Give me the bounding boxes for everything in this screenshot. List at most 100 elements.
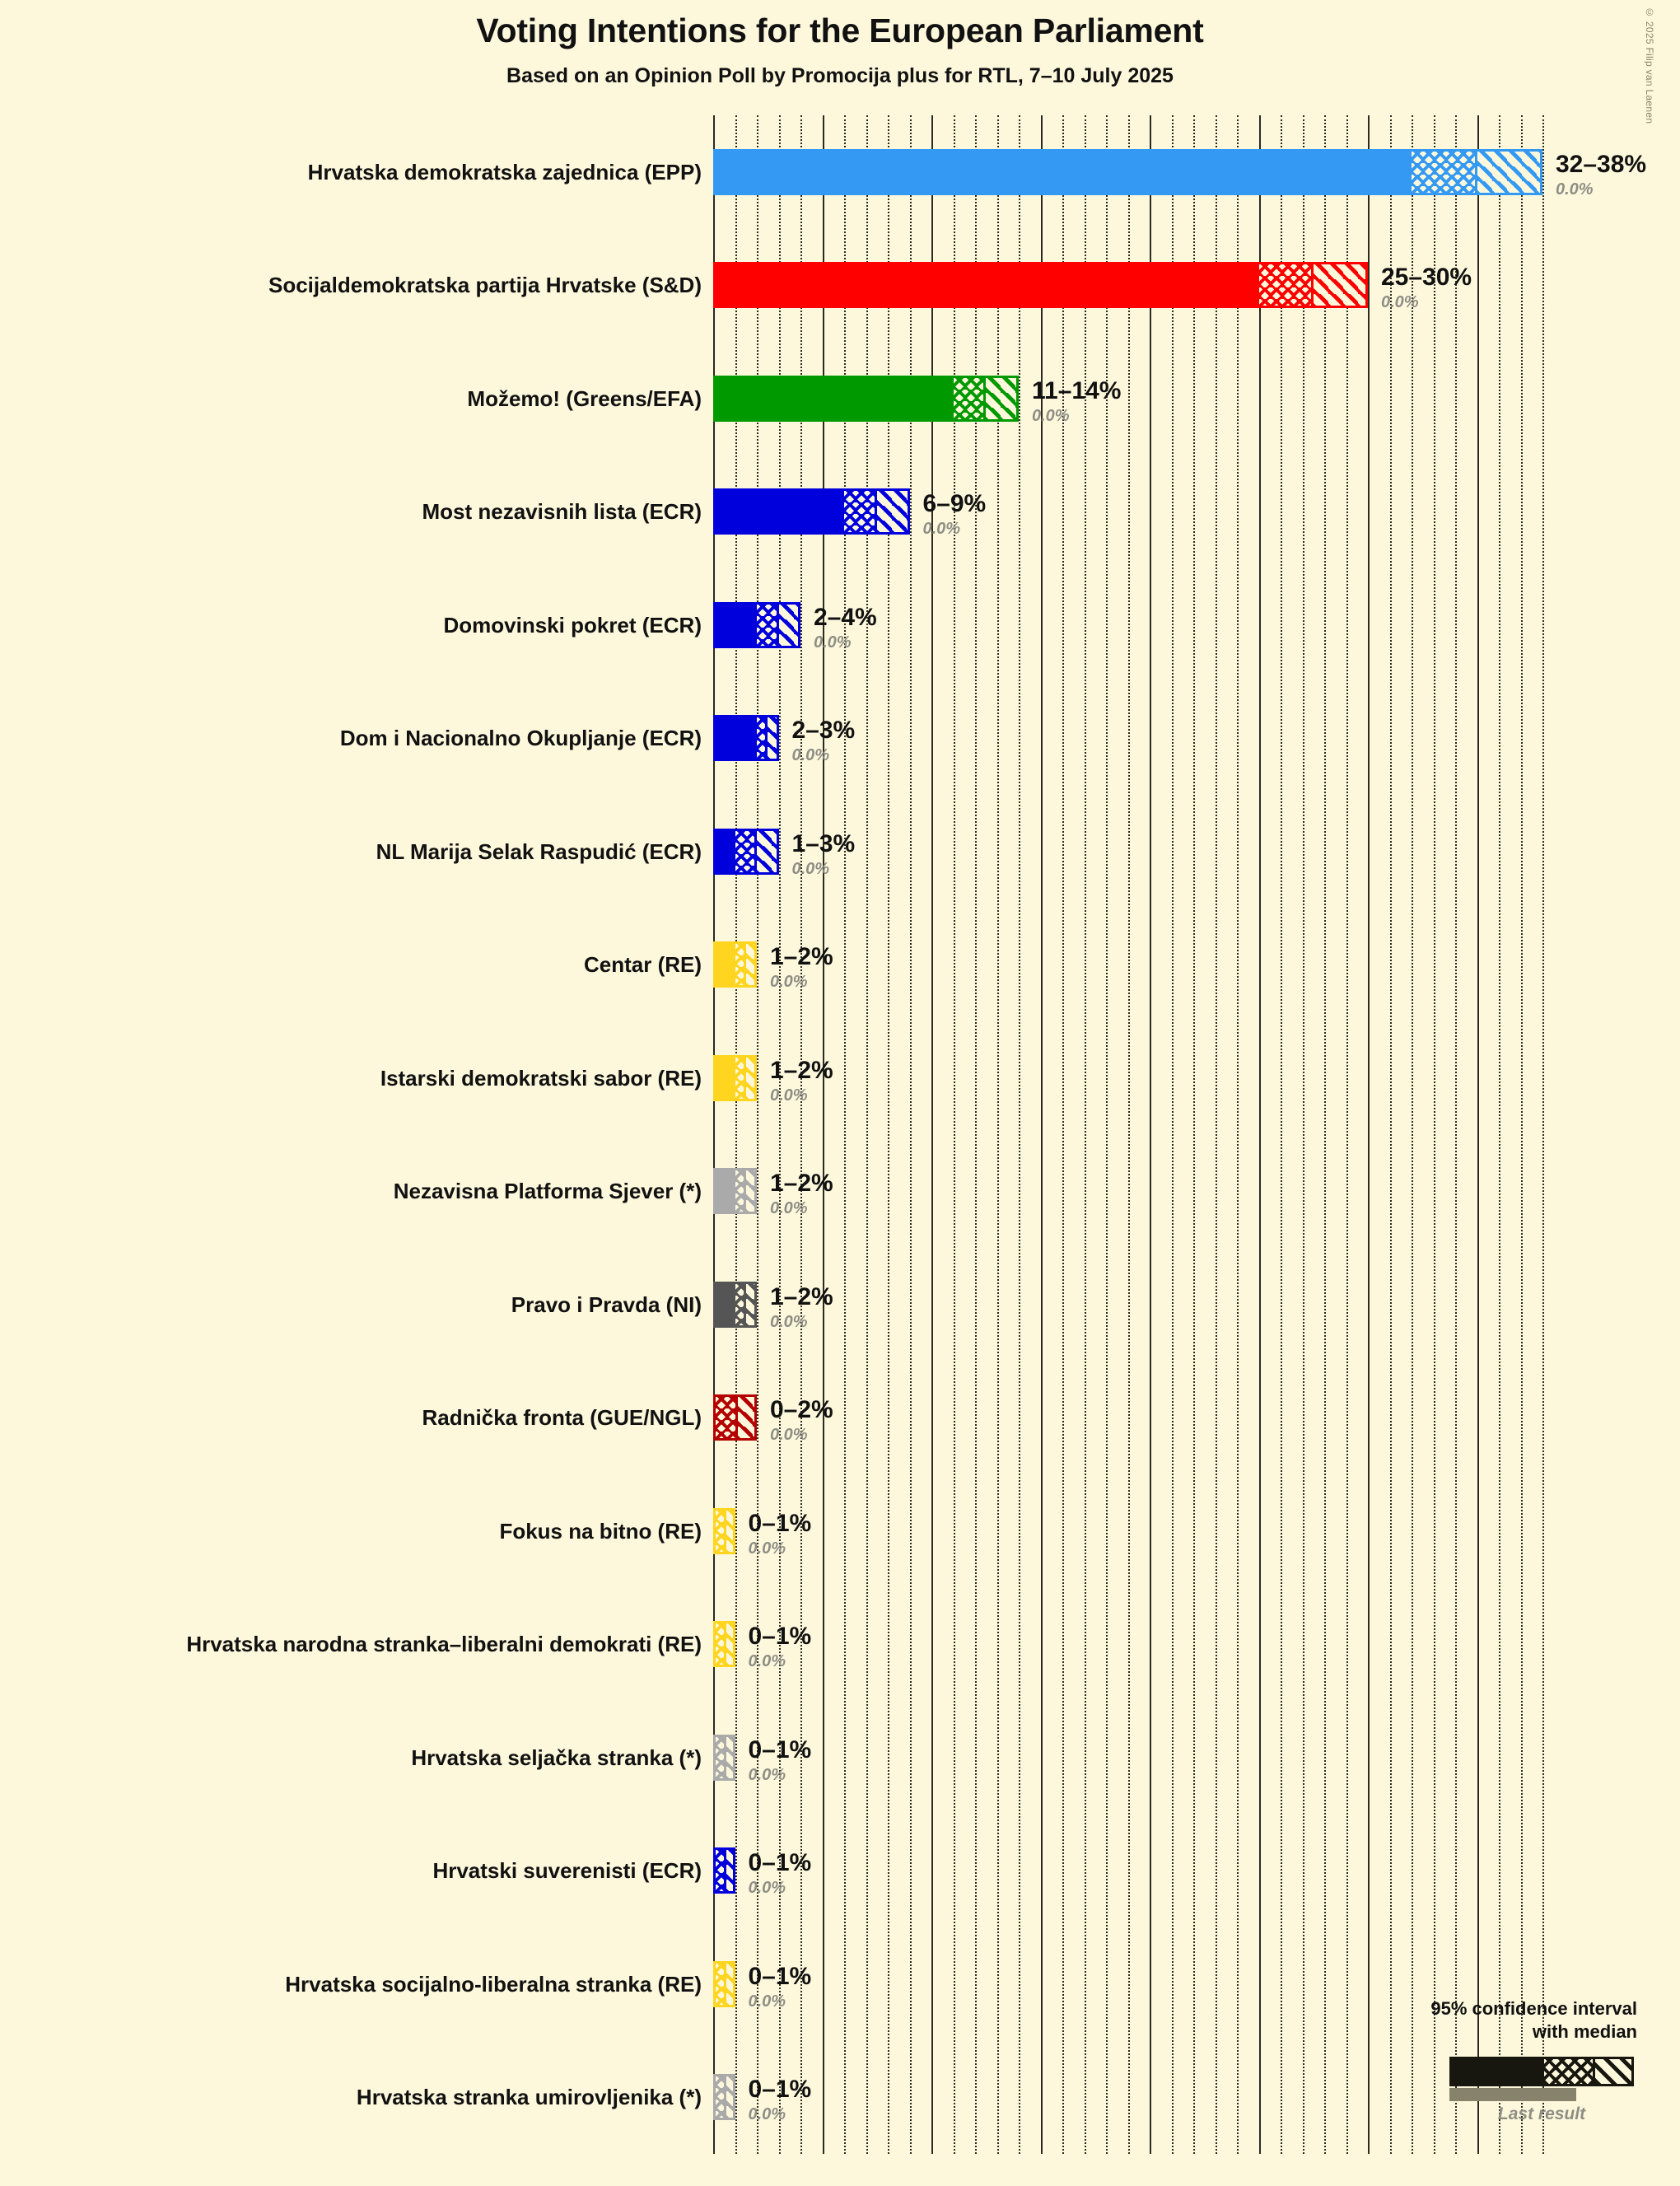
confidence-interval-bar [713,601,800,648]
confidence-interval-bar [713,1507,735,1554]
last-result-label: 0.0% [770,1312,808,1331]
legend: 95% confidence interval with median Last… [1301,1997,1647,2123]
bar-row: Fokus na bitno (RE) 0–1% 0.0% [0,1507,1680,1558]
confidence-interval-bar [713,1960,735,2007]
bar-row: Hrvatska stranka umirovljenika (*) 0–1% 0.… [0,2074,1680,2123]
bar-row: Hrvatski suverenisti (ECR) 0–1% 0.0% [0,1847,1680,1897]
bar-segment-upper [726,1510,733,1552]
last-result-label: 0.0% [922,520,961,539]
legend-median-segment [1544,2059,1595,2084]
value-label: 0–1% [748,1623,812,1651]
last-result-label: 0.0% [748,1992,786,2011]
party-label: Hrvatska socijalno-liberalna stranka (RE… [285,1971,702,1997]
bar-segment-upper [726,1623,733,1665]
bar-segment-upper [757,830,777,872]
bar-segment-upper [1477,151,1540,193]
bar-segment-upper [1313,264,1365,306]
bar-segment-upper [876,491,908,533]
confidence-interval-bar [713,262,1368,309]
value-label: 1–2% [770,1170,833,1198]
value-label: 32–38% [1556,150,1647,178]
value-label: 0–1% [748,1849,812,1877]
bar-segment-upper [768,717,777,759]
last-result-label: 0.0% [748,1879,786,1898]
value-label: 0–1% [748,1962,812,1990]
bar-row: Hrvatska narodna stranka–liberalni demok… [0,1621,1680,1670]
value-label: 0–1% [748,1509,812,1537]
bar-segment-median [735,1170,746,1212]
chart-subtitle: Based on an Opinion Poll by Promocija pl… [506,64,1174,87]
last-result-label: 0.0% [770,1426,808,1445]
bar-segment-upper [726,1736,733,1778]
bar-segment-lower [716,151,1412,193]
party-label: Fokus na bitno (RE) [499,1518,702,1544]
last-result-label: 0.0% [770,973,808,992]
bar-segment-median [953,377,987,419]
bar-row: Dom i Nacionalno Okupljanje (ECR) 2–3% 0.0… [0,715,1680,764]
bar-segment-lower [716,377,954,419]
confidence-interval-bar [713,941,757,988]
value-label: 1–2% [770,943,833,971]
bar-row: Domovinski pokret (ECR) 2–4% 0.0% [0,601,1680,652]
value-label: 11–14% [1032,376,1122,404]
value-label: 0–2% [770,1396,833,1424]
value-axis [713,115,715,2154]
value-label: 25–30% [1381,264,1472,292]
value-label: 1–2% [770,1056,833,1084]
bar-segment-upper [745,1283,754,1325]
bar-segment-median [716,1397,738,1439]
party-label: Hrvatska narodna stranka–liberalni demok… [186,1632,702,1657]
bar-segment-lower [716,264,1259,306]
party-label: Istarski demokratski sabor (RE) [380,1065,702,1091]
value-label: 6–9% [922,490,987,518]
last-result-label: 0.0% [791,746,830,765]
last-result-label: 0.0% [770,1199,808,1218]
party-label: Centar (RE) [583,952,702,978]
last-result-label: 0.0% [791,859,830,878]
confidence-interval-bar [713,1621,735,1668]
party-label: Hrvatska seljačka stranka (*) [411,1745,702,1770]
party-label: Hrvatska demokratska zajednica (EPP) [307,159,702,185]
last-result-label: 0.0% [1381,293,1419,312]
bar-segment-median [716,1850,727,1892]
party-label: Hrvatski suverenisti (ECR) [432,1858,702,1884]
bar-row: Hrvatska demokratska zajednica (EPP) 32–3… [0,148,1680,199]
bar-segment-upper [745,1170,754,1212]
value-label: 1–2% [770,1282,833,1310]
copyright-notice: © 2025 Filip van Laenen [1644,7,1655,124]
bar-segment-median [757,604,779,646]
last-result-label: 0.0% [748,2105,786,2124]
legend-last-result-label: Last result [1497,2104,1586,2123]
confidence-interval-bar [713,1168,757,1215]
legend-upper-segment [1595,2059,1631,2084]
confidence-interval-bar [713,2074,735,2121]
legend-line-2: with median [1532,2020,1637,2042]
value-label: 2–4% [814,603,877,631]
value-label: 1–3% [791,829,856,857]
bar-row: Most nezavisnih lista (ECR) 6–9% 0.0% [0,488,1680,538]
party-label: Dom i Nacionalno Okupljanje (ECR) [339,726,702,751]
bar-segment-median [757,717,768,759]
legend-confidence-bar [1449,2057,1634,2086]
value-label: 2–3% [791,717,856,745]
confidence-interval-bar [713,1734,735,1781]
bar-segment-lower [716,830,735,872]
legend-line-1: 95% confidence interval [1430,1998,1637,2019]
party-label: Možemo! (Greens/EFA) [467,385,702,411]
confidence-interval-bar [713,1054,757,1101]
bar-segment-upper [737,1397,754,1439]
bar-segment-median [1412,151,1477,193]
bar-segment-median [735,1057,746,1099]
bar-row: Socijaldemokratska partija Hrvatske (S&D… [0,262,1680,311]
confidence-interval-bar [713,1281,757,1328]
last-result-label: 0.0% [814,633,852,652]
page-title: Voting Intentions for the European Parli… [476,12,1204,49]
confidence-interval-bar [713,1394,757,1441]
bar-segment-upper [745,1057,754,1099]
last-result-label: 0.0% [748,1652,786,1671]
bar-segment-median [716,1963,727,2005]
bar-row: NL Marija Selak Raspudić (ECR) 1–3% 0.0% [0,828,1680,878]
bar-segment-upper [986,377,1016,419]
party-label: Socijaldemokratska partija Hrvatske (S&D… [268,273,702,298]
